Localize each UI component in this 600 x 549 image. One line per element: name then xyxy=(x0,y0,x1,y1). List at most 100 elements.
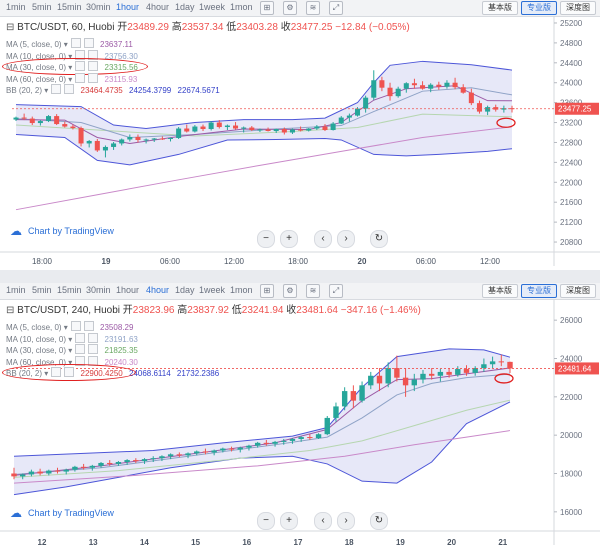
x-tick-label: 18 xyxy=(345,538,354,547)
indicator-close-icon[interactable] xyxy=(83,321,94,331)
candle-body xyxy=(346,115,352,118)
indicator-row[interactable]: MA (60, close, 0) ▾ 23115.93 xyxy=(6,72,138,84)
candle-body xyxy=(463,369,470,373)
indicator-settings-icon[interactable] xyxy=(51,84,62,95)
candle-body xyxy=(428,373,435,376)
indicator-row[interactable]: MA (5, close, 0) ▾ 23508.29 xyxy=(6,321,133,332)
indicator-icon[interactable]: ≋ xyxy=(306,284,320,298)
settings-icon[interactable]: ⚙ xyxy=(283,284,297,298)
candle-style-icon[interactable]: ⊞ xyxy=(260,1,274,15)
timeframe-1day[interactable]: 1day xyxy=(175,2,195,12)
fullscreen-icon[interactable]: ⤢ xyxy=(329,284,343,298)
y-tick-label: 21200 xyxy=(560,218,583,227)
scroll-right-button[interactable]: › xyxy=(337,512,355,530)
reset-chart-button[interactable]: ↻ xyxy=(370,512,388,530)
scroll-right-button[interactable]: › xyxy=(337,230,355,248)
fullscreen-icon[interactable]: ⤢ xyxy=(329,1,343,15)
reset-chart-button[interactable]: ↻ xyxy=(370,230,388,248)
candle-body xyxy=(387,87,393,97)
timeframe-5min[interactable]: 5min xyxy=(32,2,52,12)
timeframe-15min[interactable]: 15min xyxy=(57,285,82,295)
candle-body xyxy=(420,85,426,89)
indicator-row[interactable]: MA (5, close, 0) ▾ 23637.11 xyxy=(6,38,133,49)
close-value: 23477.25 xyxy=(291,22,336,33)
candle-body xyxy=(107,462,113,464)
candle-body xyxy=(402,377,409,386)
candle-body xyxy=(233,125,239,129)
candle-body xyxy=(324,417,330,435)
settings-icon[interactable]: ⚙ xyxy=(283,1,297,15)
indicator-row[interactable]: BB (20, 2) ▾ 22900.4250 24068.6114 21732… xyxy=(2,364,219,382)
chart-panel-4h: 1min 5min 15min 30min 1hour 4hour 1day 1… xyxy=(0,283,600,549)
zoom-in-button[interactable]: + xyxy=(280,512,298,530)
scroll-left-button[interactable]: ‹ xyxy=(314,512,332,530)
candle-body xyxy=(216,122,222,128)
candle-body xyxy=(395,88,401,97)
timeframe-15min[interactable]: 15min xyxy=(57,2,82,12)
timeframe-1min[interactable]: 1min xyxy=(6,285,26,295)
indicator-settings-icon[interactable] xyxy=(70,321,81,331)
indicator-close-icon[interactable] xyxy=(88,344,99,355)
x-tick-label: 20 xyxy=(447,538,456,547)
candle-body xyxy=(159,138,165,140)
scroll-left-button[interactable]: ‹ xyxy=(314,230,332,248)
timeframe-1week[interactable]: 1week xyxy=(199,2,226,12)
zoom-out-button[interactable]: − xyxy=(257,512,275,530)
timeframe-30min[interactable]: 30min xyxy=(86,285,111,295)
timeframe-4hour[interactable]: 4hour xyxy=(146,285,170,295)
indicator-close-icon[interactable] xyxy=(64,84,75,95)
indicator-label: MA (10, close, 0) ▾ xyxy=(6,334,73,344)
candle-body xyxy=(501,108,507,110)
indicator-row[interactable]: BB (20, 2) ▾ 23464.4735 24254.3799 22674… xyxy=(6,84,220,95)
depth-chart-button[interactable]: 深度图 xyxy=(560,284,596,298)
indicator-close-icon[interactable] xyxy=(88,72,99,83)
indicator-settings-icon[interactable] xyxy=(75,332,86,343)
candle-body xyxy=(176,454,183,456)
indicator-settings-icon[interactable] xyxy=(75,344,86,355)
candle-body xyxy=(80,466,87,468)
candle-body xyxy=(306,128,312,131)
tradingview-credit-4h[interactable]: Chart by TradingView xyxy=(28,508,114,518)
pro-mode-button[interactable]: 专业版 xyxy=(521,284,557,298)
indicator-close-icon[interactable] xyxy=(88,332,99,343)
timeframe-1hour[interactable]: 1hour xyxy=(116,285,140,295)
pro-mode-button[interactable]: 专业版 xyxy=(521,1,557,15)
indicator-icon[interactable]: ≋ xyxy=(306,1,320,15)
timeframe-5min[interactable]: 5min xyxy=(32,285,52,295)
candle-style-icon[interactable]: ⊞ xyxy=(260,284,274,298)
zoom-out-button[interactable]: − xyxy=(257,230,275,248)
price-chart-4h[interactable]: 16000 18000 20000 22000 24000 26000 12 13 14 15 16… xyxy=(0,299,600,549)
y-tick-label: 20800 xyxy=(560,238,583,247)
timeframe-4hour[interactable]: 4hour xyxy=(146,2,170,12)
ohlc-header: ⊟ BTC/USDT, 240, Huobi 开23823.96 高23837.… xyxy=(6,303,421,316)
indicator-settings-icon[interactable] xyxy=(75,72,86,83)
depth-chart-button[interactable]: 深度图 xyxy=(560,1,596,15)
indicator-label: MA (60, close, 0) ▾ xyxy=(6,357,73,367)
close-label: 收 xyxy=(281,20,291,33)
timeframe-1hour[interactable]: 1hour xyxy=(116,2,140,12)
indicator-settings-icon[interactable] xyxy=(70,38,81,48)
indicator-close-icon[interactable] xyxy=(83,38,94,48)
timeframe-1mon[interactable]: 1mon xyxy=(230,285,253,295)
indicator-value: 23115.93 xyxy=(102,74,138,84)
x-tick-label: 16 xyxy=(242,538,251,547)
candle-body xyxy=(119,139,125,144)
candle-body xyxy=(46,116,52,122)
candle-body xyxy=(72,466,78,470)
timeframe-30min[interactable]: 30min xyxy=(86,2,111,12)
timeframe-1day[interactable]: 1day xyxy=(175,285,195,295)
tradingview-credit-1h[interactable]: Chart by TradingView xyxy=(28,226,114,236)
candle-body xyxy=(11,473,17,477)
timeframe-1week[interactable]: 1week xyxy=(199,285,226,295)
timeframe-1min[interactable]: 1min xyxy=(6,2,26,12)
price-chart-1h[interactable]: 2080021200216002200022400228002320023600… xyxy=(0,16,600,270)
indicator-row[interactable]: MA (30, close, 0) ▾ 21825.35 xyxy=(6,344,138,355)
indicator-row[interactable]: MA (10, close, 0) ▾ 23191.63 xyxy=(6,332,138,344)
timeframe-1mon[interactable]: 1mon xyxy=(230,2,253,12)
indicator-row[interactable]: MA (30, close, 0) ▾ 23315.56 xyxy=(2,58,148,76)
basic-mode-button[interactable]: 基本版 xyxy=(482,284,518,298)
candle-body xyxy=(460,87,466,93)
basic-mode-button[interactable]: 基本版 xyxy=(482,1,518,15)
candle-body xyxy=(315,434,322,439)
zoom-in-button[interactable]: + xyxy=(280,230,298,248)
